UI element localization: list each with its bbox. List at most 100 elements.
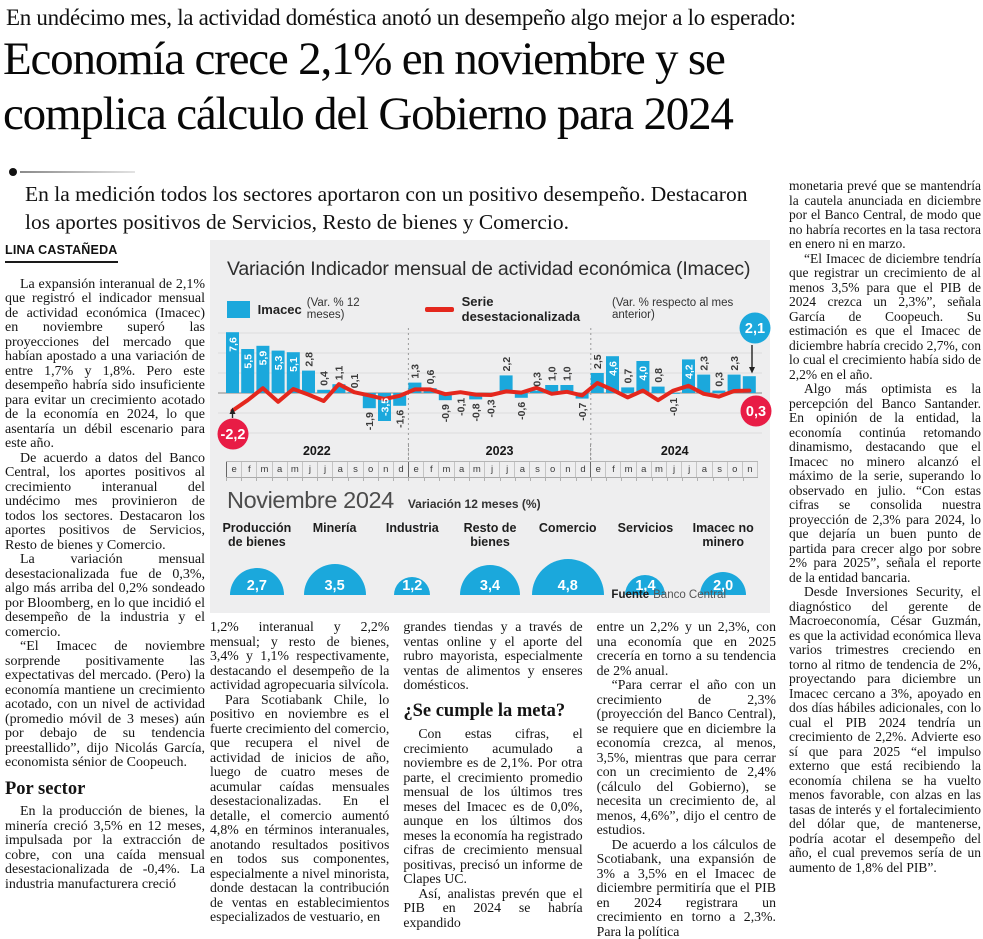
paragraph: De acuerdo a los cálculos de Scotiabank,… — [597, 838, 776, 939]
svg-text:-0,1: -0,1 — [455, 398, 467, 416]
month-label: j — [666, 462, 681, 477]
svg-text:4,2: 4,2 — [683, 364, 695, 379]
middle-column-1: 1,2% interanual y 2,2% mensual; y resto … — [210, 620, 389, 939]
month-label: f — [241, 462, 256, 477]
column-heading: ¿Se cumple la meta? — [403, 704, 582, 719]
axis-tick — [439, 477, 454, 481]
headline-line-2: complica cálculo del Gobierno para 2024 — [3, 87, 979, 142]
axis-tick — [530, 477, 545, 481]
svg-text:2,3: 2,3 — [699, 356, 711, 371]
svg-text:-0,7: -0,7 — [577, 402, 589, 420]
month-label: j — [317, 462, 332, 477]
subchart-subtitle: Variación 12 meses (%) — [408, 497, 541, 511]
month-label: o — [727, 462, 742, 477]
month-label: e — [226, 462, 241, 477]
chart-source: Fuente Banco Central — [611, 589, 726, 601]
svg-text:0,4: 0,4 — [319, 371, 331, 386]
column-heading: Por sector — [5, 782, 205, 797]
svg-text:0,8: 0,8 — [653, 368, 665, 383]
svg-text:-3,5: -3,5 — [379, 398, 391, 416]
headline-line-1: Economía crece 2,1% en noviembre y se — [3, 32, 979, 87]
sector-value: 3,4 — [460, 578, 520, 594]
source-value: Banco Central — [653, 589, 726, 601]
month-label: a — [696, 462, 711, 477]
month-axis-ticks — [226, 477, 758, 481]
paragraph: En la producción de bienes, la minería c… — [5, 805, 205, 892]
right-column: monetaria prevé que se mantendría la cau… — [789, 179, 981, 875]
month-label: d — [575, 462, 590, 477]
svg-text:5,1: 5,1 — [288, 357, 300, 372]
sector-label: Servicios — [607, 521, 685, 557]
paragraph: Desde Inversiones Security, el diagnósti… — [789, 585, 981, 875]
middle-column-3: entre un 2,2% y un 2,3%, con una economí… — [597, 620, 776, 939]
paragraph: “El Imacec de noviembre sorprende positi… — [5, 640, 205, 771]
svg-text:-1,9: -1,9 — [364, 412, 376, 430]
axis-tick — [728, 477, 743, 481]
sector-semicircle: 1,2 — [394, 577, 430, 595]
source-label: Fuente — [611, 589, 649, 601]
year-label: 2024 — [590, 444, 758, 460]
svg-text:-2,2: -2,2 — [221, 427, 246, 443]
subchart-header: Noviembre 2024 Variación 12 meses (%) — [227, 487, 541, 514]
svg-text:-0,3: -0,3 — [486, 399, 498, 417]
axis-tick — [652, 477, 667, 481]
headline: Economía crece 2,1% en noviembre y se co… — [3, 32, 979, 141]
middle-columns: 1,2% interanual y 2,2% mensual; y resto … — [210, 620, 776, 939]
paragraph: La expansión interanual de 2,1% que regi… — [5, 278, 205, 452]
svg-text:0,3: 0,3 — [714, 372, 726, 387]
left-column-body: La expansión interanual de 2,1% que regi… — [5, 278, 205, 893]
kicker: En undécimo mes, la actividad doméstica … — [6, 5, 796, 31]
subchart-title: Noviembre 2024 — [227, 487, 394, 514]
axis-tick — [317, 477, 332, 481]
axis-tick — [272, 477, 287, 481]
svg-text:2,3: 2,3 — [729, 356, 741, 371]
axis-tick — [408, 477, 423, 481]
month-label: f — [423, 462, 438, 477]
axis-tick — [682, 477, 697, 481]
sector-dome-wrap: 3,5 — [296, 557, 374, 595]
paragraph: De acuerdo a datos del Banco Central, lo… — [5, 452, 205, 554]
month-label: e — [590, 462, 605, 477]
month-label: o — [363, 462, 378, 477]
svg-text:-1,6: -1,6 — [395, 410, 407, 428]
svg-text:4,6: 4,6 — [607, 361, 619, 376]
sector-value: 3,5 — [304, 578, 366, 594]
year-label: 2022 — [226, 444, 408, 460]
month-label: n — [742, 462, 758, 477]
month-label: o — [545, 462, 560, 477]
svg-text:-0,1: -0,1 — [668, 398, 680, 416]
month-label: s — [529, 462, 544, 477]
axis-tick — [241, 477, 256, 481]
paragraph: entre un 2,2% y un 2,3%, con una economí… — [597, 620, 776, 678]
month-label: j — [302, 462, 317, 477]
left-column: LINA CASTAÑEDA La expansión interanual d… — [5, 243, 205, 892]
svg-text:-0,6: -0,6 — [516, 402, 528, 420]
month-label: e — [408, 462, 423, 477]
newspaper-page: { "article": { "kicker": "En undécimo me… — [0, 0, 983, 912]
sector-item: Resto de bienes 3,4 — [451, 521, 529, 595]
svg-text:2,1: 2,1 — [745, 321, 765, 337]
axis-tick — [621, 477, 636, 481]
chart-title: Variación Indicador mensual de actividad… — [227, 258, 750, 281]
sector-semicircle: 4,8 — [532, 559, 604, 595]
svg-text:1,3: 1,3 — [410, 364, 422, 379]
sector-semicircle: 2,7 — [230, 568, 284, 595]
sector-value: 1,2 — [394, 578, 430, 594]
sector-label: Comercio — [529, 521, 607, 557]
paragraph: Con estas cifras, el crecimiento acumula… — [403, 727, 582, 887]
axis-tick — [424, 477, 439, 481]
svg-text:1,0: 1,0 — [562, 366, 574, 381]
axis-tick — [713, 477, 728, 481]
axis-tick — [469, 477, 484, 481]
axis-tick — [606, 477, 621, 481]
sector-label: Resto de bienes — [451, 521, 529, 557]
paragraph: Algo más optimista es la percepción del … — [789, 382, 981, 585]
axis-tick — [302, 477, 317, 481]
month-label: a — [454, 462, 469, 477]
